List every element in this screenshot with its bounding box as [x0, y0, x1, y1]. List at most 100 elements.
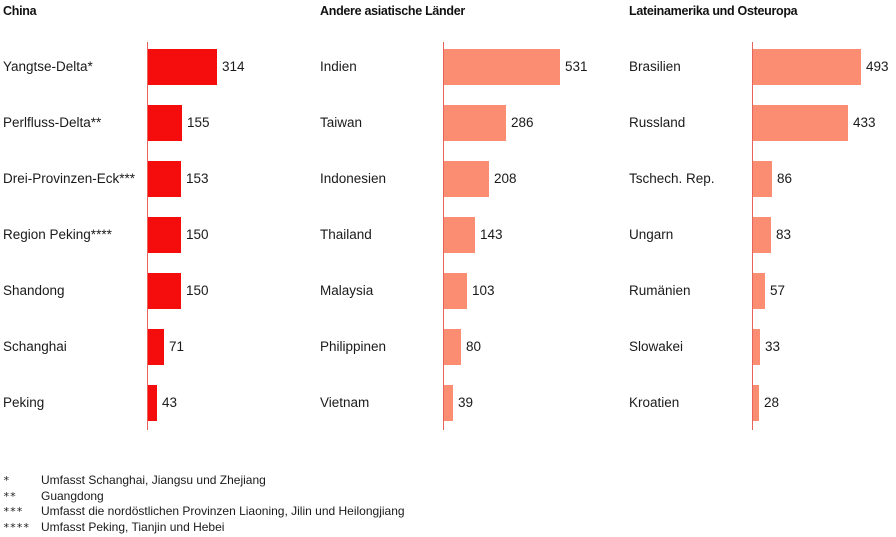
bar-row: Philippinen 80 [320, 329, 585, 365]
bar [753, 49, 861, 85]
bar-row: Drei-Provinzen-Eck*** 153 [3, 161, 268, 197]
value-label: 433 [853, 115, 876, 130]
category-label: Perlfluss-Delta** [3, 115, 102, 130]
bar-row: Vietnam 39 [320, 385, 585, 421]
bar-row: Perlfluss-Delta** 155 [3, 105, 268, 141]
bar-row: Russland 433 [629, 105, 894, 141]
footnote-mark: * [3, 474, 10, 487]
value-label: 83 [776, 227, 792, 242]
category-label: Drei-Provinzen-Eck*** [3, 171, 136, 186]
category-label: Shandong [3, 283, 65, 298]
value-label: 86 [777, 171, 793, 186]
bar-row: Kroatien 28 [629, 385, 894, 421]
category-label: Peking [3, 395, 45, 410]
category-label: Russland [629, 115, 686, 130]
bar-row: Indien 531 [320, 49, 588, 85]
value-label: 155 [187, 115, 210, 130]
bar-row: Peking 43 [3, 385, 268, 421]
axis-line [443, 42, 444, 430]
category-label: Malaysia [320, 283, 374, 298]
footnote-text: Umfasst die nordöstlichen Provinzen Liao… [41, 504, 405, 518]
bar-row: Slowakei 33 [629, 329, 894, 365]
bar [148, 49, 217, 85]
bar [753, 217, 771, 253]
bar [444, 105, 506, 141]
value-label: 150 [186, 227, 209, 242]
bar-row: Tschech. Rep. 86 [629, 161, 894, 197]
category-label: Yangtse-Delta* [3, 59, 93, 74]
value-label: 33 [765, 339, 781, 354]
bar-row: Thailand 143 [320, 217, 585, 253]
bar-row: Rumänien 57 [629, 273, 894, 309]
value-label: 103 [472, 283, 495, 298]
footnote-text: Umfasst Peking, Tianjin und Hebei [41, 519, 225, 534]
panel-title: China [3, 4, 37, 18]
value-label: 286 [511, 115, 534, 130]
category-label: Tschech. Rep. [629, 171, 715, 186]
value-label: 208 [494, 171, 517, 186]
footnote-mark: **** [3, 520, 30, 534]
axis-line [752, 42, 753, 430]
category-label: Indonesien [320, 171, 387, 186]
bar [444, 49, 560, 85]
bar [444, 385, 453, 421]
value-label: 314 [222, 59, 245, 74]
panel-title: Lateinamerika und Osteuropa [629, 4, 798, 18]
category-label: Thailand [320, 227, 372, 242]
bar-row: Schanghai 71 [3, 329, 268, 365]
value-label: 43 [162, 395, 178, 410]
footnote-text: Umfasst Schanghai, Jiangsu und Zhejiang [41, 473, 266, 487]
category-label: Schanghai [3, 339, 67, 354]
category-label: Ungarn [629, 227, 674, 242]
footnote-mark: ** [3, 489, 17, 503]
panel-title: Andere asiatische Länder [320, 4, 465, 18]
chart-panel: Andere asiatische Länder Indien 531 Taiwan 2… [320, 0, 588, 440]
bar [444, 217, 475, 253]
value-label: 150 [186, 283, 209, 298]
bar-row: Ungarn 83 [629, 217, 894, 253]
value-label: 153 [186, 171, 209, 186]
bar [148, 329, 164, 365]
value-label: 143 [480, 227, 503, 242]
category-label: Region Peking**** [3, 227, 112, 242]
category-label: Kroatien [629, 395, 680, 410]
value-label: 39 [458, 395, 474, 410]
bar-row: Yangtse-Delta* 314 [3, 49, 268, 85]
category-label: Slowakei [629, 339, 684, 354]
bar-row: Indonesien 208 [320, 161, 585, 197]
category-label: Rumänien [629, 283, 691, 298]
footnote-text: Guangdong [41, 488, 104, 503]
chart-panel: China Yangtse-Delta* 314 Perlfluss-Delta** 1… [3, 0, 268, 440]
value-label: 80 [466, 339, 482, 354]
bar-row: Region Peking**** 150 [3, 217, 268, 253]
bar [444, 273, 467, 309]
category-label: Brasilien [629, 59, 681, 74]
bar [148, 161, 181, 197]
bar [148, 273, 181, 309]
bar [753, 105, 848, 141]
bar [444, 329, 461, 365]
chart-panel: Lateinamerika und Osteuropa Brasilien 493 R… [629, 0, 894, 440]
bar [444, 161, 489, 197]
axis-line [147, 42, 148, 430]
bar [148, 217, 181, 253]
category-label: Indien [320, 59, 357, 74]
category-label: Philippinen [320, 339, 387, 354]
bar [148, 385, 157, 421]
value-label: 28 [764, 395, 780, 410]
bar-row: Taiwan 286 [320, 105, 585, 141]
bar [753, 385, 759, 421]
value-label: 57 [770, 283, 786, 298]
bar-row: Shandong 150 [3, 273, 268, 309]
value-label: 531 [565, 59, 588, 74]
bar-row: Brasilien 493 [629, 49, 894, 85]
category-label: Taiwan [320, 115, 363, 130]
bar [753, 273, 765, 309]
category-label: Vietnam [320, 395, 370, 410]
bar [753, 161, 772, 197]
bar [148, 105, 182, 141]
bar-row: Malaysia 103 [320, 273, 585, 309]
value-label: 71 [169, 339, 185, 354]
footnote-mark: *** [3, 505, 23, 518]
value-label: 493 [866, 59, 889, 74]
